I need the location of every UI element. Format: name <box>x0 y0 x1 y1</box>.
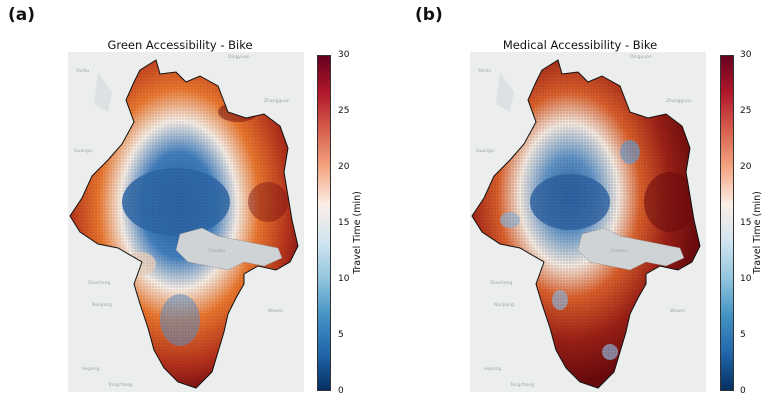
colorbar-tick-label: 15 <box>740 218 752 228</box>
basemap-place-label: Hepeng <box>484 366 502 372</box>
map-title-a: Green Accessibility - Bike <box>107 38 253 52</box>
panel-label-b: (b) <box>415 5 443 25</box>
basemap-place-label: Guangxi <box>476 148 495 154</box>
colorbar-tick-label: 5 <box>338 330 344 340</box>
study-area-boundary <box>471 59 701 389</box>
colorbar-label-b: Travel Time (min) <box>752 191 763 274</box>
basemap-place-label: Tongcheng <box>107 382 132 388</box>
basemap-place-label: Hepeng <box>82 366 100 372</box>
study-area-boundary <box>69 59 299 389</box>
basemap-place-label: Nanjiang <box>494 302 514 308</box>
basemap-place-label: Wuwei <box>670 308 685 314</box>
map-b-svg: Yanliu Guangxi Dingyuan Zhangguan Shuche… <box>470 52 706 392</box>
basemap-place-label: Chaohu <box>610 248 627 254</box>
basemap-reservoir <box>94 72 112 112</box>
panel-label-a: (a) <box>8 5 36 25</box>
basemap-place-label: Shucheng <box>88 280 111 286</box>
map-b: Yanliu Guangxi Dingyuan Zhangguan Shuche… <box>470 52 706 392</box>
basemap-place-label: Dingyuan <box>630 54 652 60</box>
basemap-place-label: Shucheng <box>490 280 513 286</box>
basemap-place-label: Tongcheng <box>509 382 534 388</box>
map-a: Yanliu Guangxi Dingyuan Zhangguan Shuche… <box>68 52 304 392</box>
basemap-place-label: Dingyuan <box>228 54 250 60</box>
basemap-place-label: Wuwei <box>268 308 283 314</box>
colorbar-b <box>720 55 734 391</box>
colorbar-tick-label: 15 <box>338 218 350 228</box>
colorbar-tick-label: 20 <box>740 162 752 172</box>
lake-chaohu <box>175 227 283 271</box>
basemap-place-label: Yanliu <box>75 68 89 74</box>
colorbar-tick-label: 30 <box>338 50 350 60</box>
colorbar-tick-label: 10 <box>740 274 752 284</box>
colorbar-a <box>317 55 331 391</box>
map-a-svg: Yanliu Guangxi Dingyuan Zhangguan Shuche… <box>68 52 304 392</box>
lake-chaohu <box>577 227 685 271</box>
colorbar-tick-label: 0 <box>740 386 746 396</box>
colorbar-tick-label: 10 <box>338 274 350 284</box>
colorbar-tick-label: 20 <box>338 162 350 172</box>
colorbar-tick-label: 25 <box>740 106 752 116</box>
basemap-place-label: Guangxi <box>74 148 93 154</box>
basemap-place-label: Chaohu <box>208 248 225 254</box>
basemap-place-label: Nanjiang <box>92 302 112 308</box>
map-title-b: Medical Accessibility - Bike <box>502 38 658 52</box>
colorbar-tick-label: 0 <box>338 386 344 396</box>
basemap-place-label: Zhangguan <box>666 98 692 104</box>
basemap-place-label: Yanliu <box>477 68 491 74</box>
colorbar-label-a: Travel Time (min) <box>352 191 363 274</box>
colorbar-tick-label: 30 <box>740 50 752 60</box>
colorbar-tick-label: 25 <box>338 106 350 116</box>
colorbar-tick-label: 5 <box>740 330 746 340</box>
basemap-place-label: Zhangguan <box>264 98 290 104</box>
basemap-reservoir <box>496 72 514 112</box>
